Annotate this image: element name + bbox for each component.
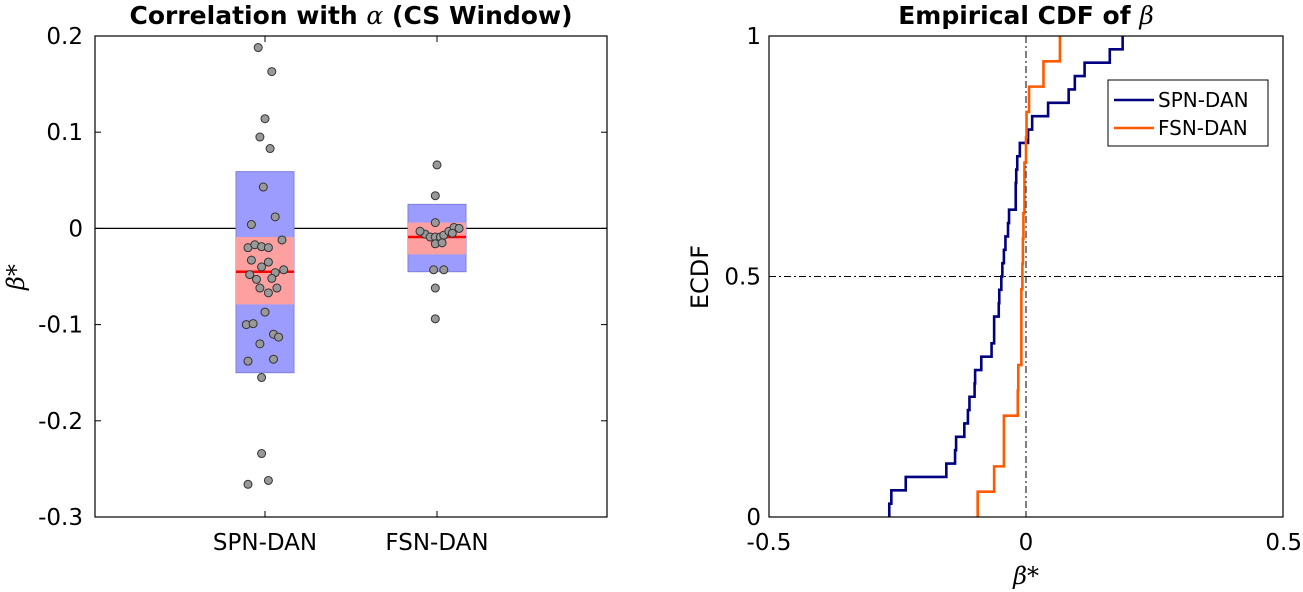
box-scatter-chart: Correlation with α (CS Window) 0.2 0.1 0 -0… (2, 1, 608, 556)
y-tick-label: -0.1 (38, 313, 83, 339)
data-point (274, 332, 284, 342)
y-tick-label: 1 (746, 24, 761, 50)
chart-title-text: Empirical CDF of (898, 1, 1132, 30)
y-axis-label: ECDF (686, 245, 714, 309)
data-point (243, 479, 253, 489)
data-point (257, 262, 267, 272)
data-point (272, 283, 282, 293)
data-point (255, 283, 265, 293)
data-point (260, 307, 270, 317)
chart-title: Empirical CDF of β (898, 1, 1154, 30)
data-point (267, 67, 277, 77)
y-tick-label: -0.2 (38, 409, 83, 435)
data-point (454, 223, 464, 233)
data-point (252, 274, 261, 284)
data-point (246, 255, 256, 265)
chart-title-suffix: (CS Window) (392, 1, 572, 30)
chart-title-symbol: β (1138, 1, 1153, 30)
legend-label: FSN-DAN (1158, 116, 1248, 140)
x-tick-label: SPN-DAN (213, 530, 317, 556)
x-tick-label: 0.5 (1265, 530, 1302, 556)
data-point (432, 160, 442, 170)
data-point (430, 314, 440, 324)
data-point (279, 265, 289, 275)
data-point (429, 265, 439, 275)
data-point (263, 243, 273, 253)
data-point (267, 273, 277, 283)
data-point (265, 144, 275, 154)
x-tick-label: 0 (1019, 530, 1034, 556)
data-point (430, 283, 440, 293)
data-point (277, 235, 287, 245)
data-point (260, 114, 270, 124)
data-point (437, 238, 447, 248)
x-tick-label: -0.5 (747, 530, 792, 556)
data-point (439, 265, 449, 275)
y-tick-label: 0.5 (724, 265, 761, 291)
data-point (447, 228, 457, 238)
data-point (430, 218, 440, 228)
data-point (253, 43, 263, 53)
chart-title-symbol: α (366, 1, 383, 30)
x-tick-label: FSN-DAN (385, 530, 488, 556)
series-line-fsn-dan (976, 36, 1062, 517)
ecdf-chart: Empirical CDF of β -0.5 0 0.500.51 ECDF β*… (686, 1, 1302, 590)
data-point (257, 449, 267, 459)
data-point (255, 339, 265, 349)
data-point (243, 356, 253, 366)
legend: SPN-DAN FSN-DAN (1107, 79, 1269, 147)
legend-label: SPN-DAN (1158, 88, 1249, 112)
group-fsn-dan (407, 160, 467, 324)
data-point (269, 354, 278, 364)
y-axis-label: β* (2, 264, 30, 291)
data-point (258, 182, 268, 192)
chart-title-text: Correlation with (130, 1, 358, 30)
axes-box (94, 35, 608, 518)
y-tick-label: 0 (68, 216, 83, 242)
y-tick-label: 0 (746, 505, 761, 531)
y-tick-label: 0.2 (46, 24, 83, 50)
data-point (263, 288, 273, 298)
data-point (245, 270, 255, 280)
data-point (263, 257, 273, 267)
chart-title: Correlation with α (CS Window) (130, 1, 573, 30)
plot-area (769, 36, 1283, 517)
axes: 0.2 0.1 0 -0.1 -0.2 -0.3 SPN-DAN FSN-DAN (38, 24, 608, 556)
data-point (430, 191, 440, 201)
series-line-spn-dan (887, 36, 1124, 517)
data-point (263, 475, 273, 485)
axes: -0.5 0 0.500.51 (724, 24, 1302, 556)
data-point (415, 226, 425, 236)
legend-box (1107, 79, 1269, 147)
data-point (246, 220, 256, 230)
plot-area (95, 43, 607, 489)
data-point (255, 132, 265, 142)
group-spn-dan (235, 43, 295, 489)
x-axis-label: β* (1012, 562, 1039, 590)
y-tick-label: 0.1 (46, 120, 83, 146)
y-tick-label: -0.3 (38, 505, 83, 531)
data-point (248, 319, 258, 329)
data-point (257, 373, 267, 383)
data-point (270, 212, 280, 222)
